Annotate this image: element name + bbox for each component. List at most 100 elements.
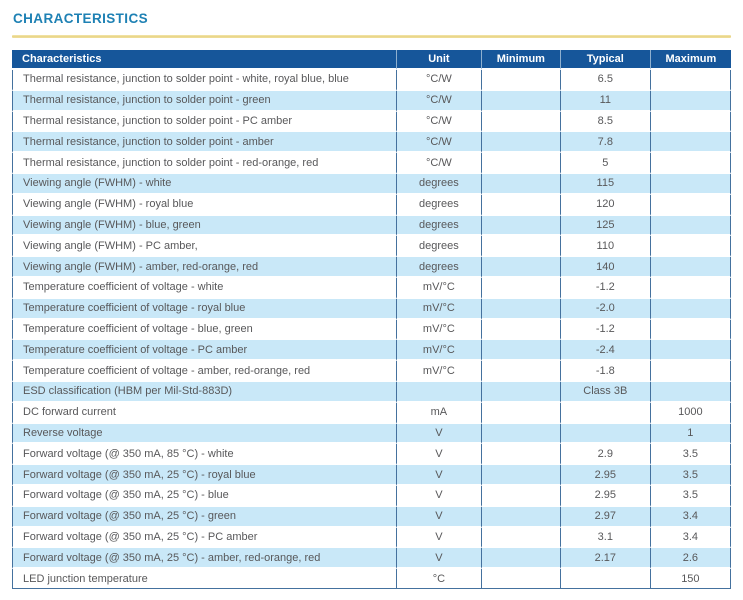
cell-maximum (649, 340, 731, 362)
table-row: Temperature coefficient of voltage - whi… (12, 277, 731, 299)
cell-minimum (480, 298, 560, 320)
cell-characteristic: Thermal resistance, junction to solder p… (12, 132, 396, 154)
section-divider (12, 35, 731, 38)
cell-typical: 2.97 (559, 506, 650, 528)
cell-typical: 2.9 (559, 444, 650, 466)
table-row: Forward voltage (@ 350 mA, 25 °C) - gree… (12, 506, 731, 528)
cell-characteristic: Forward voltage (@ 350 mA, 25 °C) - PC a… (12, 527, 396, 549)
table-row: DC forward current mA 1000 (12, 402, 731, 424)
cell-unit: V (395, 506, 481, 528)
cell-unit: degrees (395, 173, 481, 195)
cell-minimum (480, 90, 560, 112)
cell-minimum (480, 569, 560, 589)
cell-minimum (480, 215, 560, 237)
cell-typical: 2.95 (559, 465, 650, 486)
cell-maximum: 3.4 (649, 506, 731, 528)
column-header-maximum: Maximum (649, 50, 731, 70)
cell-maximum: 150 (649, 569, 731, 589)
cell-characteristic: LED junction temperature (12, 569, 396, 589)
cell-characteristic: Forward voltage (@ 350 mA, 25 °C) - ambe… (12, 548, 396, 570)
cell-typical (559, 569, 650, 589)
cell-characteristic: Temperature coefficient of voltage - blu… (12, 319, 396, 341)
table-row: LED junction temperature °C 150 (12, 569, 731, 589)
cell-minimum (480, 236, 560, 258)
cell-maximum: 3.5 (649, 485, 731, 507)
cell-characteristic: Viewing angle (FWHM) - PC amber, (12, 236, 396, 258)
cell-characteristic: Thermal resistance, junction to solder p… (12, 70, 396, 91)
cell-characteristic: Forward voltage (@ 350 mA, 25 °C) - roya… (12, 465, 396, 486)
cell-maximum (649, 194, 731, 216)
table-row: Forward voltage (@ 350 mA, 25 °C) - roya… (12, 465, 731, 486)
cell-typical: 2.95 (559, 485, 650, 507)
cell-unit: V (395, 465, 481, 486)
cell-typical: 7.8 (559, 132, 650, 154)
cell-typical: 140 (559, 257, 650, 278)
table-row: Thermal resistance, junction to solder p… (12, 70, 731, 91)
cell-minimum (480, 423, 560, 445)
cell-unit: degrees (395, 194, 481, 216)
table-row: Temperature coefficient of voltage - PC … (12, 340, 731, 362)
cell-typical: 2.17 (559, 548, 650, 570)
cell-characteristic: Thermal resistance, junction to solder p… (12, 153, 396, 174)
cell-minimum (480, 506, 560, 528)
table-row: Viewing angle (FWHM) - white degrees 115 (12, 173, 731, 195)
cell-unit: degrees (395, 257, 481, 278)
cell-typical: 3.1 (559, 527, 650, 549)
table-header-row: Characteristics Unit Minimum Typical Max… (12, 50, 731, 70)
cell-minimum (480, 132, 560, 154)
cell-maximum (649, 381, 731, 403)
cell-minimum (480, 548, 560, 570)
cell-unit: V (395, 444, 481, 466)
cell-maximum (649, 111, 731, 133)
cell-minimum (480, 194, 560, 216)
cell-characteristic: Temperature coefficient of voltage - PC … (12, 340, 396, 362)
cell-unit (395, 381, 481, 403)
section-title: CHARACTERISTICS (13, 11, 149, 26)
cell-characteristic: Forward voltage (@ 350 mA, 85 °C) - whit… (12, 444, 396, 466)
cell-unit: mA (395, 402, 481, 424)
table-row: Temperature coefficient of voltage - blu… (12, 319, 731, 341)
cell-maximum (649, 90, 731, 112)
cell-maximum (649, 132, 731, 154)
cell-characteristic: Forward voltage (@ 350 mA, 25 °C) - blue (12, 485, 396, 507)
cell-unit: V (395, 485, 481, 507)
cell-minimum (480, 340, 560, 362)
cell-unit: °C/W (395, 111, 481, 133)
cell-minimum (480, 319, 560, 341)
cell-typical: 120 (559, 194, 650, 216)
table-row: Thermal resistance, junction to solder p… (12, 111, 731, 133)
cell-minimum (480, 444, 560, 466)
cell-minimum (480, 173, 560, 195)
cell-unit: mV/°C (395, 298, 481, 320)
column-header-typical: Typical (559, 50, 650, 70)
cell-characteristic: Temperature coefficient of voltage - roy… (12, 298, 396, 320)
cell-minimum (480, 381, 560, 403)
table-row: Viewing angle (FWHM) - amber, red-orange… (12, 257, 731, 278)
cell-maximum (649, 153, 731, 174)
cell-unit: °C/W (395, 153, 481, 174)
cell-maximum: 3.4 (649, 527, 731, 549)
cell-minimum (480, 402, 560, 424)
table-row: Thermal resistance, junction to solder p… (12, 90, 731, 112)
cell-typical (559, 402, 650, 424)
cell-minimum (480, 361, 560, 382)
cell-typical: 6.5 (559, 70, 650, 91)
table-row: Thermal resistance, junction to solder p… (12, 153, 731, 174)
cell-minimum (480, 485, 560, 507)
characteristics-table: Characteristics Unit Minimum Typical Max… (12, 50, 731, 589)
table-row: Forward voltage (@ 350 mA, 85 °C) - whit… (12, 444, 731, 466)
cell-typical: 5 (559, 153, 650, 174)
cell-typical: -1.8 (559, 361, 650, 382)
cell-maximum (649, 215, 731, 237)
cell-unit: °C/W (395, 70, 481, 91)
cell-characteristic: Temperature coefficient of voltage - amb… (12, 361, 396, 382)
cell-characteristic: Reverse voltage (12, 423, 396, 445)
cell-characteristic: Temperature coefficient of voltage - whi… (12, 277, 396, 299)
cell-unit: V (395, 548, 481, 570)
cell-typical: 8.5 (559, 111, 650, 133)
table-row: Forward voltage (@ 350 mA, 25 °C) - ambe… (12, 548, 731, 570)
table-row: Viewing angle (FWHM) - PC amber, degrees 1… (12, 236, 731, 258)
table-header: Characteristics Unit Minimum Typical Max… (12, 50, 731, 70)
table-row: Viewing angle (FWHM) - blue, green degree… (12, 215, 731, 237)
